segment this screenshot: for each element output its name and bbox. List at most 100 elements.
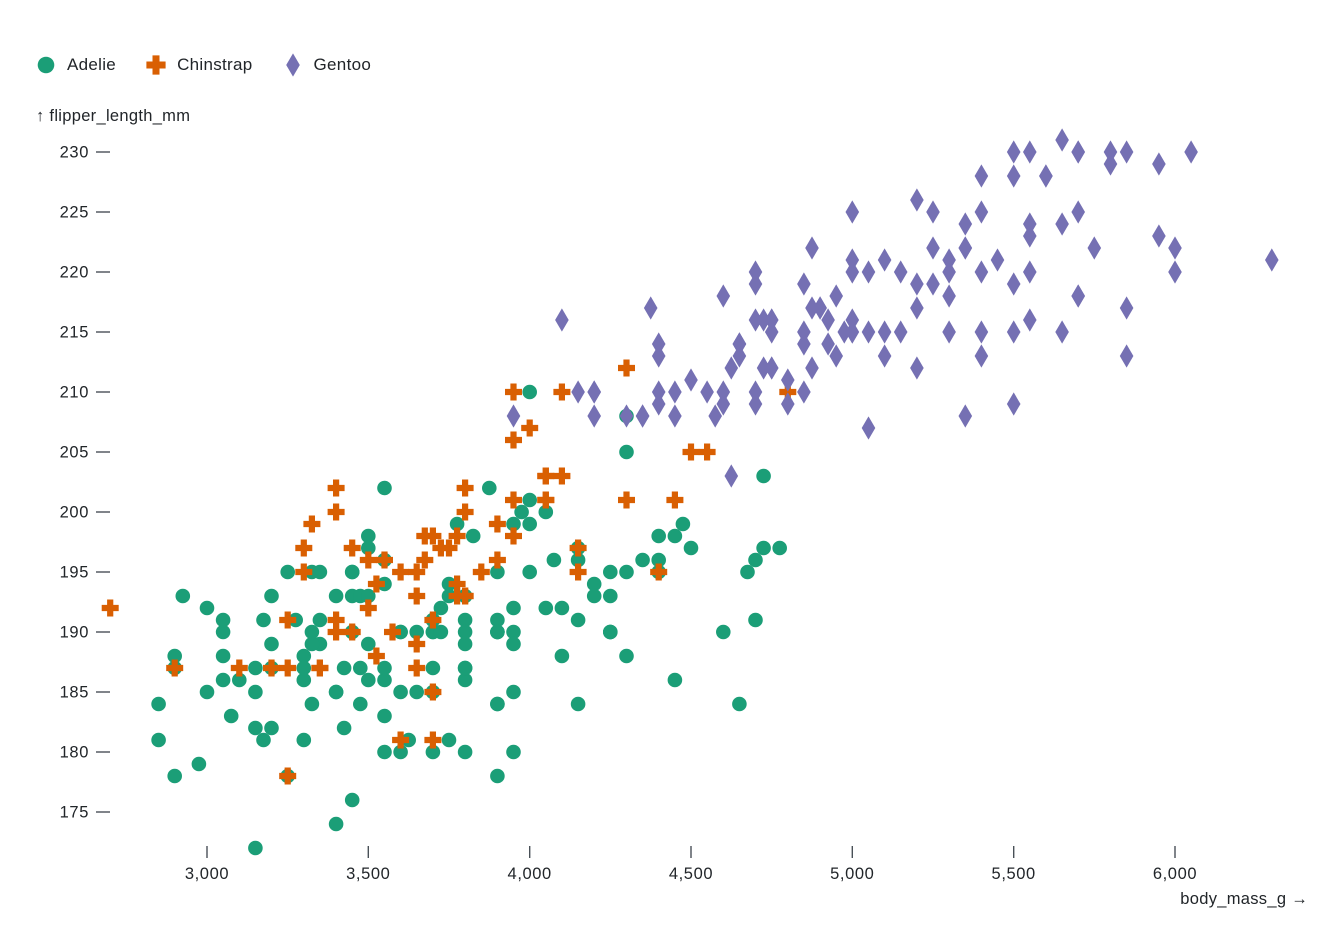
data-point [1119, 344, 1134, 368]
data-point [327, 503, 345, 521]
data-point [336, 720, 352, 736]
data-point [166, 659, 184, 677]
data-point [361, 672, 376, 688]
data-point [361, 528, 376, 544]
legend-item-gentoo: Gentoo [281, 52, 372, 78]
data-point [377, 480, 392, 496]
y-tick-label: 205 [60, 444, 89, 462]
data-point [1006, 272, 1021, 296]
data-point [506, 600, 521, 616]
data-point [303, 515, 321, 533]
data-point [343, 623, 361, 641]
x-axis: 3,000 3,500 4,000 4,500 5,000 5,500 6,000 body_… [185, 846, 1308, 908]
data-point [682, 443, 700, 461]
data-point [490, 624, 505, 640]
data-point [1006, 392, 1021, 416]
data-point [1071, 140, 1085, 164]
data-point [506, 684, 521, 700]
data-point [764, 308, 779, 332]
swatch-shape [146, 55, 166, 75]
data-point [893, 260, 908, 284]
data-point [377, 708, 392, 724]
series-adelie [151, 384, 787, 856]
data-point [1023, 224, 1037, 248]
data-point [328, 816, 344, 832]
data-point [304, 624, 320, 640]
data-point [408, 563, 426, 581]
data-point [570, 696, 586, 712]
gentoo-diamond-icon [285, 53, 300, 77]
chinstrap-cross-icon [146, 55, 166, 75]
data-point [1071, 200, 1085, 224]
data-point [1168, 236, 1182, 260]
data-point [603, 564, 618, 580]
data-point [651, 380, 666, 404]
data-point [448, 527, 466, 545]
data-point [304, 696, 320, 712]
chart-legend: Adelie Chinstrap Gentoo [34, 52, 371, 78]
data-point [1055, 320, 1069, 344]
y-tick-label: 220 [60, 264, 89, 282]
data-point [974, 200, 989, 224]
data-point [522, 564, 537, 580]
data-point [684, 368, 698, 392]
data-point [327, 479, 345, 497]
data-point [569, 563, 587, 581]
data-point [555, 308, 569, 332]
data-point [569, 539, 587, 557]
data-point [974, 164, 989, 188]
data-point [554, 600, 570, 616]
legend-item-adelie: Adelie [34, 52, 116, 78]
data-point [312, 612, 328, 628]
data-point [1103, 152, 1118, 176]
data-point [482, 480, 497, 496]
data-point [506, 744, 521, 760]
data-point [716, 380, 731, 404]
data-point [505, 383, 522, 401]
data-point [230, 659, 248, 677]
data-point [248, 720, 263, 736]
data-point [256, 612, 271, 628]
data-point [756, 356, 771, 380]
data-point [942, 248, 956, 272]
data-point [311, 659, 329, 677]
x-tick-label: 5,500 [992, 865, 1036, 883]
data-point [505, 527, 522, 545]
data-point [1023, 140, 1037, 164]
data-point [1039, 164, 1053, 188]
data-point [279, 659, 297, 677]
y-tick-label: 180 [60, 744, 89, 762]
y-tick-label: 215 [60, 324, 89, 342]
data-point [343, 539, 361, 557]
data-point [457, 612, 473, 628]
data-point [376, 551, 393, 569]
data-point [603, 624, 618, 640]
data-point [926, 272, 940, 296]
x-tick-label: 4,000 [508, 865, 552, 883]
data-point [650, 563, 668, 581]
data-point [732, 696, 747, 712]
data-point [716, 392, 731, 416]
data-point [377, 660, 392, 676]
x-tick-label: 3,000 [185, 865, 229, 883]
data-point [215, 612, 231, 628]
data-point [910, 188, 924, 212]
data-point [457, 636, 473, 652]
data-point [910, 272, 924, 296]
data-point [748, 380, 763, 404]
swatch-shape [37, 56, 55, 74]
data-point [651, 332, 666, 356]
data-point [367, 647, 385, 665]
data-point [328, 684, 344, 700]
data-point [167, 768, 182, 784]
data-point [522, 492, 537, 508]
data-point [312, 564, 328, 580]
y-tick-label: 200 [60, 504, 89, 522]
data-point [440, 539, 458, 557]
data-point [1023, 212, 1037, 236]
data-point [248, 840, 263, 856]
y-tick-label: 230 [60, 144, 89, 162]
data-point [416, 527, 434, 545]
data-point [926, 236, 940, 260]
data-point [264, 588, 279, 604]
